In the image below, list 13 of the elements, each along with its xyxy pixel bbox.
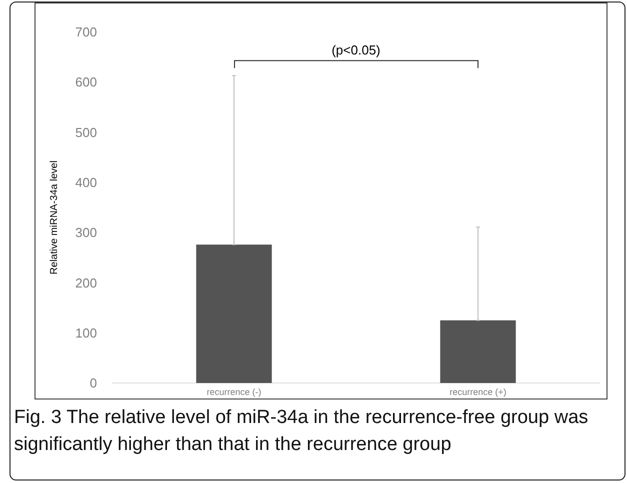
x-tick-label: recurrence (+) [450, 387, 506, 397]
y-tick-label: 100 [75, 325, 97, 340]
y-tick-label: 700 [75, 24, 97, 40]
y-tick-label: 200 [75, 275, 97, 290]
caption: Fig. 3 The relative level of miR-34a in the recurrence-free group was significantly higher than that in the recurrence group [14, 406, 590, 457]
y-tick-label: 500 [75, 124, 97, 140]
y-tick-label: 0 [90, 376, 97, 391]
annotation: (p<0.05) [332, 42, 380, 58]
y-tick-label: 600 [75, 74, 97, 90]
y-tick-label: 300 [75, 225, 97, 240]
x-tick-label: recurrence (-) [206, 387, 262, 397]
y-tick-label: 400 [75, 174, 97, 190]
y-axis-title: Relative miRNA-34a level [49, 160, 60, 274]
